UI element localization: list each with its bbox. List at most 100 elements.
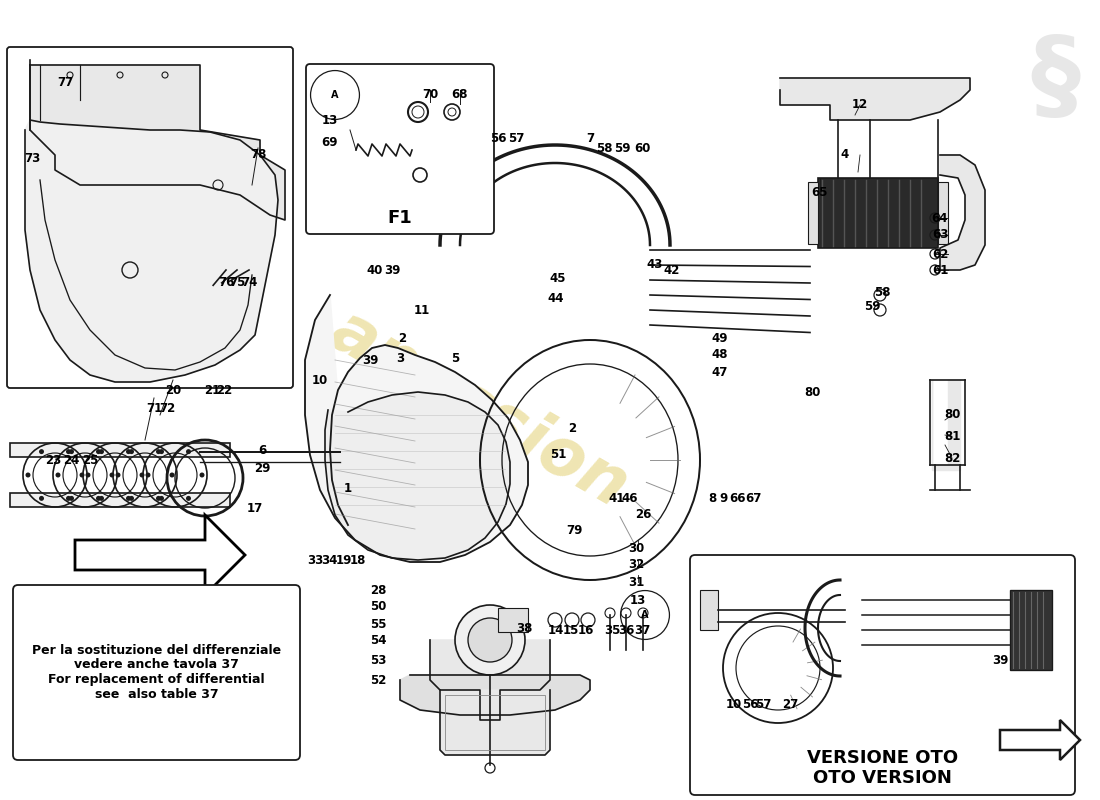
Bar: [1010, 590, 1052, 670]
Text: 74: 74: [241, 275, 257, 289]
Polygon shape: [30, 60, 285, 220]
Text: 38: 38: [516, 622, 532, 634]
Text: 13: 13: [630, 594, 646, 606]
Text: 17: 17: [246, 502, 263, 514]
Text: 43: 43: [647, 258, 663, 271]
Bar: [700, 590, 718, 630]
Text: A: A: [641, 610, 649, 620]
Circle shape: [66, 449, 72, 454]
Bar: [938, 182, 948, 244]
Text: 22: 22: [216, 383, 232, 397]
Circle shape: [186, 449, 191, 454]
Text: 71: 71: [146, 402, 162, 414]
Text: 59: 59: [614, 142, 630, 154]
Text: 40: 40: [366, 263, 383, 277]
Text: 33: 33: [307, 554, 323, 566]
Text: Per la sostituzione del differenziale
vedere anche tavola 37
For replacement of : Per la sostituzione del differenziale ve…: [32, 643, 282, 702]
Text: 35: 35: [604, 623, 620, 637]
Text: 8: 8: [708, 491, 716, 505]
Text: 61: 61: [932, 263, 948, 277]
Bar: [10, 443, 230, 457]
Text: 11: 11: [414, 303, 430, 317]
Text: 1: 1: [344, 482, 352, 494]
Circle shape: [160, 496, 164, 501]
Text: 69: 69: [321, 137, 339, 150]
Circle shape: [129, 496, 134, 501]
Text: 23: 23: [45, 454, 62, 466]
Circle shape: [96, 449, 101, 454]
Polygon shape: [75, 515, 245, 595]
Circle shape: [129, 449, 134, 454]
Circle shape: [169, 473, 175, 478]
Text: 26: 26: [635, 509, 651, 522]
Text: 67: 67: [745, 491, 761, 505]
FancyBboxPatch shape: [7, 47, 293, 388]
Circle shape: [69, 449, 74, 454]
Text: 55: 55: [370, 618, 386, 630]
Text: 3: 3: [396, 351, 404, 365]
Text: 80: 80: [804, 386, 821, 399]
Text: 7: 7: [586, 131, 594, 145]
Text: 2: 2: [398, 331, 406, 345]
Text: 2: 2: [568, 422, 576, 434]
Bar: [10, 493, 230, 507]
Circle shape: [99, 496, 104, 501]
Circle shape: [110, 473, 114, 478]
Polygon shape: [1000, 720, 1080, 760]
Text: VERSIONE OTO
OTO VERSION: VERSIONE OTO OTO VERSION: [807, 749, 958, 787]
Text: 27: 27: [782, 698, 799, 711]
Text: 25: 25: [81, 454, 98, 466]
Text: 72: 72: [158, 402, 175, 414]
Circle shape: [160, 449, 164, 454]
Text: 28: 28: [370, 583, 386, 597]
Circle shape: [79, 473, 85, 478]
Text: 53: 53: [370, 654, 386, 666]
Text: 16: 16: [578, 623, 594, 637]
Text: 4: 4: [840, 149, 849, 162]
Text: 80: 80: [944, 409, 960, 422]
Polygon shape: [940, 155, 984, 270]
Text: 57: 57: [508, 131, 525, 145]
Text: A: A: [331, 90, 339, 100]
Bar: [818, 178, 938, 248]
Text: 70: 70: [422, 89, 438, 102]
Text: §: §: [1030, 31, 1080, 129]
Circle shape: [69, 496, 74, 501]
Text: 81: 81: [944, 430, 960, 443]
Text: 54: 54: [370, 634, 386, 647]
Circle shape: [39, 496, 44, 501]
Text: 15: 15: [563, 623, 580, 637]
Text: 41: 41: [608, 491, 625, 505]
Text: 13: 13: [322, 114, 338, 126]
Text: 51: 51: [550, 449, 566, 462]
Polygon shape: [780, 78, 970, 120]
Text: 6: 6: [257, 443, 266, 457]
Text: 78: 78: [250, 149, 266, 162]
Text: 36: 36: [618, 623, 635, 637]
Text: 39: 39: [384, 263, 400, 277]
Circle shape: [126, 496, 131, 501]
Text: 73: 73: [24, 151, 40, 165]
Polygon shape: [440, 690, 550, 755]
Circle shape: [145, 473, 151, 478]
Text: 30: 30: [628, 542, 645, 554]
Text: F1: F1: [387, 209, 412, 227]
Text: 65: 65: [812, 186, 828, 199]
Polygon shape: [932, 380, 960, 470]
Text: 37: 37: [634, 623, 650, 637]
Text: 34: 34: [321, 554, 338, 566]
Text: 44: 44: [548, 291, 564, 305]
Circle shape: [186, 496, 191, 501]
Text: 58: 58: [873, 286, 890, 299]
Text: 76: 76: [218, 275, 234, 289]
Polygon shape: [400, 675, 590, 715]
Text: 18: 18: [350, 554, 366, 566]
Circle shape: [156, 449, 161, 454]
Circle shape: [25, 473, 31, 478]
Bar: [808, 182, 818, 244]
Text: 57: 57: [755, 698, 771, 711]
Polygon shape: [324, 392, 510, 560]
Text: 68: 68: [452, 89, 469, 102]
Text: 75: 75: [229, 275, 245, 289]
Circle shape: [86, 473, 90, 478]
